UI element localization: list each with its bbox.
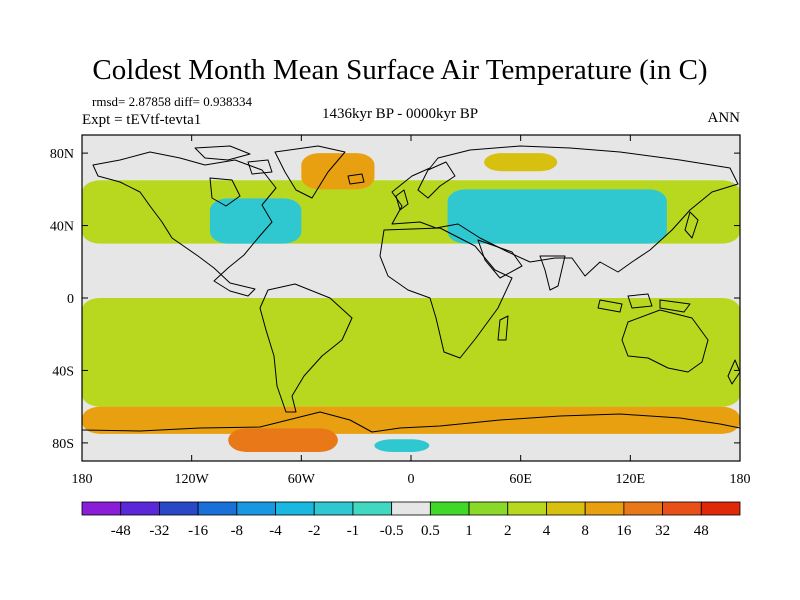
season-label: ANN <box>707 110 741 126</box>
region-southern-ocean-warming <box>82 406 740 434</box>
colorbar-label: -16 <box>188 523 208 539</box>
colorbar-label: -1 <box>347 523 360 539</box>
x-tick-label: 180 <box>730 472 751 487</box>
colorbar-swatch <box>352 501 393 516</box>
y-tick-label: 40N <box>50 220 74 235</box>
x-tick-label: 60E <box>509 472 532 487</box>
region-eurasia-cooling <box>447 189 667 244</box>
colorbar-label: -32 <box>149 523 169 539</box>
x-tick-label: 120W <box>175 472 210 487</box>
colorbar-label: 16 <box>616 523 632 539</box>
x-tick-label: 0 <box>408 472 415 487</box>
colorbar-swatch <box>236 501 276 516</box>
temperature-field <box>82 135 740 461</box>
y-tick-label: 40S <box>52 364 74 379</box>
colorbar-label: 2 <box>504 523 512 539</box>
region-barents-warming <box>484 153 558 172</box>
colorbar-label: 4 <box>543 523 551 539</box>
colorbar-swatch <box>81 501 122 516</box>
colorbar-label: 32 <box>655 523 670 539</box>
statistics-text: rmsd= 2.87858 diff= 0.938334 <box>92 94 252 109</box>
map-title: Coldest Month Mean Surface Air Temperatu… <box>92 54 708 86</box>
colorbar-swatch <box>662 501 702 516</box>
colorbar-label: 1 <box>465 523 473 539</box>
colorbar-swatch <box>468 501 509 516</box>
colorbar-swatch <box>275 501 315 516</box>
period-label: 1436kyr BP - 0000kyr BP <box>321 106 479 122</box>
colorbar-label: -8 <box>231 523 244 539</box>
y-tick-label: 80N <box>50 147 74 162</box>
colorbar-label: -48 <box>111 523 131 539</box>
colorbar-swatch <box>197 501 238 516</box>
region-north-america-cooling <box>209 198 302 244</box>
region-southern-hemisphere-warming <box>82 298 740 407</box>
colorbar-swatch <box>120 501 160 516</box>
colorbar-swatch <box>584 501 625 516</box>
y-tick-label: 0 <box>67 292 74 307</box>
colorbar-swatch <box>507 501 547 516</box>
colorbar-label: -2 <box>308 523 321 539</box>
x-tick-label: 60W <box>288 472 316 487</box>
colorbar-label: 8 <box>581 523 589 539</box>
colorbar-label: 48 <box>694 523 709 539</box>
coastlines <box>81 145 741 433</box>
region-tropical-neutral-band <box>82 261 740 298</box>
region-antarctica-ross-sea-warming <box>228 428 338 452</box>
colorbar-swatch <box>159 501 199 516</box>
colorbar-swatch <box>391 501 431 516</box>
axis-labels: 180 120W 60W 0 60E 120E 180 80N 40N 0 40S 80S <box>50 147 751 487</box>
colorbar-label: 0.5 <box>421 523 440 539</box>
x-tick-label: 120E <box>616 472 646 487</box>
colorbar-swatch <box>623 501 663 516</box>
region-greenland-warming <box>301 153 375 190</box>
experiment-label: Expt = tEVtf-tevta1 <box>82 112 202 128</box>
colorbar: -48 -32 -16 -8 -4 -2 -1 -0.5 0.5 1 2 4 8 16 32 48 <box>81 501 741 539</box>
colorbar-swatch <box>700 501 741 516</box>
region-antarctica-weddell-cooling <box>374 439 430 452</box>
colorbar-swatch <box>546 501 586 516</box>
y-tick-label: 80S <box>52 437 74 452</box>
axis-ticks <box>81 135 741 461</box>
colorbar-label: -4 <box>269 523 282 539</box>
x-tick-label: 180 <box>72 472 93 487</box>
colorbar-label: -0.5 <box>380 523 404 539</box>
colorbar-swatch <box>313 501 354 516</box>
colorbar-swatch <box>429 501 470 516</box>
